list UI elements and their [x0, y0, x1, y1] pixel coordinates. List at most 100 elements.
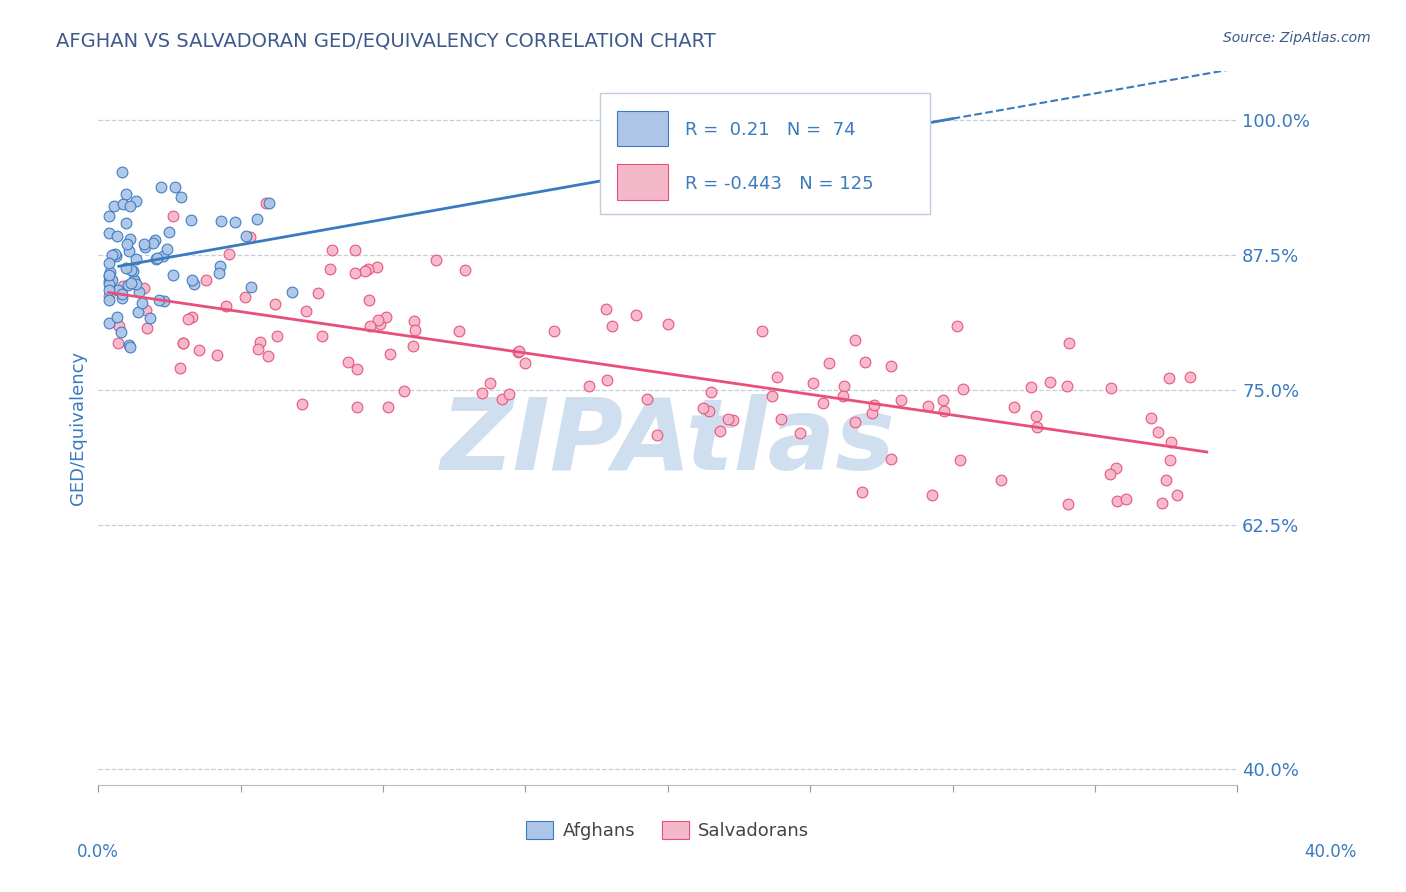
Point: [367, 313, 389, 327]
Point: [844, 415, 866, 429]
Point: [508, 343, 530, 358]
Point: [125, 277, 148, 291]
Point: [246, 211, 269, 226]
Point: [111, 287, 134, 301]
Point: [336, 355, 359, 369]
Point: [498, 387, 520, 401]
Point: [194, 273, 217, 287]
Point: [266, 328, 288, 343]
Point: [165, 179, 187, 194]
Point: [97, 277, 120, 291]
Point: [1025, 409, 1047, 423]
Point: [657, 317, 679, 331]
Point: [128, 285, 150, 299]
Point: [354, 264, 377, 278]
Point: [281, 285, 304, 299]
Point: [1101, 381, 1123, 395]
Point: [359, 319, 381, 334]
Point: [239, 280, 262, 294]
Point: [122, 273, 145, 287]
Point: [118, 199, 141, 213]
Point: [311, 329, 333, 343]
Point: [98, 265, 121, 279]
Point: [97, 274, 120, 288]
Text: ZIPAtlas: ZIPAtlas: [440, 394, 896, 491]
Point: [145, 252, 167, 266]
Point: [709, 424, 731, 438]
Point: [624, 309, 647, 323]
Text: 0.0%: 0.0%: [77, 843, 120, 861]
Point: [209, 213, 232, 227]
Point: [394, 384, 416, 398]
Point: [295, 304, 318, 318]
Point: [97, 226, 120, 240]
Point: [851, 485, 873, 500]
Point: [97, 316, 120, 330]
Point: [122, 272, 145, 286]
Point: [105, 310, 128, 324]
Point: [115, 216, 138, 230]
Point: [1159, 370, 1181, 384]
Point: [917, 399, 939, 413]
Point: [595, 301, 617, 316]
Point: [595, 373, 617, 387]
Point: [343, 243, 366, 257]
Point: [132, 237, 155, 252]
Point: [108, 318, 131, 333]
Point: [152, 248, 174, 262]
Point: [110, 325, 132, 339]
Point: [543, 324, 565, 338]
Point: [97, 283, 120, 297]
Point: [515, 356, 537, 370]
Point: [1056, 378, 1078, 392]
Point: [162, 209, 184, 223]
Point: [104, 247, 127, 261]
Point: [1159, 453, 1181, 467]
Point: [506, 344, 529, 359]
Point: [180, 213, 202, 227]
Point: [249, 335, 271, 350]
Point: [97, 289, 120, 303]
Point: [180, 310, 202, 325]
Point: [205, 348, 228, 362]
Point: [932, 404, 955, 418]
Point: [319, 261, 342, 276]
Point: [110, 164, 132, 178]
Point: [1114, 491, 1136, 506]
Point: [177, 312, 200, 326]
FancyBboxPatch shape: [599, 93, 929, 214]
Y-axis label: GED/Equivalency: GED/Equivalency: [69, 351, 87, 505]
Point: [143, 233, 166, 247]
Point: [1105, 460, 1128, 475]
Point: [766, 370, 789, 384]
Point: [115, 237, 138, 252]
Point: [136, 321, 159, 335]
Point: [321, 244, 343, 258]
Point: [150, 180, 173, 194]
Point: [853, 355, 876, 369]
Point: [162, 268, 184, 283]
Point: [801, 376, 824, 390]
Point: [751, 324, 773, 338]
Bar: [617, 111, 668, 146]
Point: [818, 356, 841, 370]
Point: [125, 194, 148, 208]
Point: [103, 199, 125, 213]
Point: [862, 398, 884, 412]
Point: [134, 240, 156, 254]
Point: [697, 404, 720, 418]
Point: [107, 284, 129, 298]
Point: [239, 230, 262, 244]
Point: [1180, 370, 1202, 384]
Point: [97, 268, 120, 282]
Point: [118, 338, 141, 352]
Point: [375, 310, 398, 325]
Point: [645, 427, 668, 442]
Point: [952, 383, 974, 397]
Point: [101, 248, 124, 262]
Point: [307, 286, 329, 301]
Point: [425, 253, 447, 268]
Point: [880, 452, 903, 467]
Point: [181, 273, 204, 287]
Point: [290, 397, 312, 411]
